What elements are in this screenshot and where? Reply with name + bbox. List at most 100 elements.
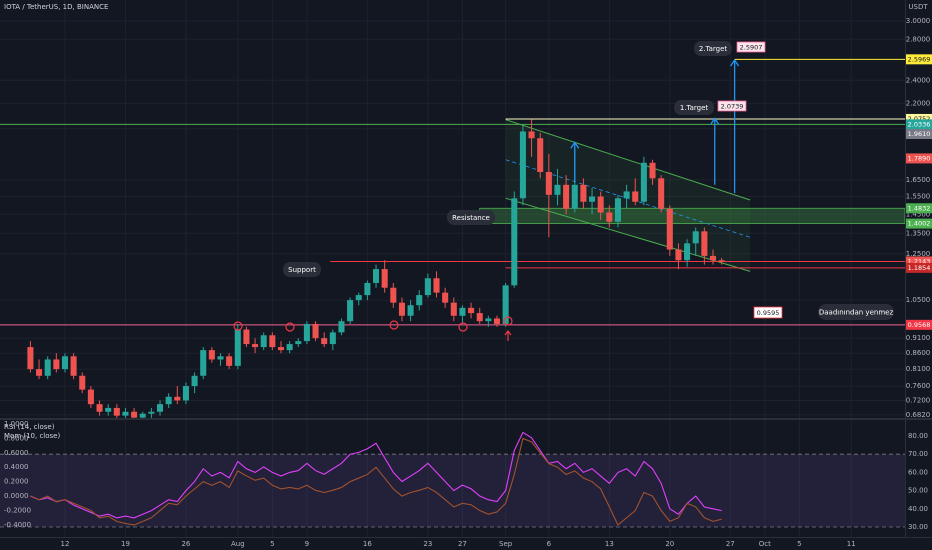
callout [818,304,894,320]
candle-body [381,269,388,288]
candle-body [148,411,155,414]
candle-body [191,375,198,387]
x-tick-label: 16 [363,540,372,548]
price-tag-text: 0.9568 [908,321,931,329]
mom-tick-label: 0.8000 [4,434,29,442]
candle-body [606,212,613,222]
candle-body [511,198,518,286]
target-arrow [710,117,720,185]
candle-body [589,196,596,202]
candle-body [433,278,440,293]
candle-body [338,321,345,333]
candle-body [61,356,69,370]
candle-body [174,396,181,401]
candle-body [485,318,492,322]
callout [283,262,321,277]
candle-body [295,341,302,345]
candle-body [312,323,319,339]
indicator-line [30,437,722,526]
mom-tick-label: 0.2000 [4,478,29,486]
support-circle [285,322,295,332]
candle-body [528,131,535,139]
candle-body [329,332,336,345]
candle-body [502,285,509,324]
candle-body [424,278,431,296]
candle-body [321,338,328,345]
candle-body [571,184,578,209]
candle-body [450,302,457,316]
price-label [717,100,747,112]
x-tick-label: 6 [547,540,552,548]
candle-body [459,307,466,316]
x-tick-label: 11 [847,540,856,548]
price-tag [906,113,932,124]
price-tag [906,319,932,330]
candle-body [701,231,708,256]
candle-body [131,411,138,418]
price-tag [906,256,932,267]
candle-body [407,305,414,316]
target-arrow [730,58,740,194]
candle-body [44,359,51,376]
candle-body [398,302,405,316]
rsi-tick-label: 60.00 [908,468,928,476]
mom-tick-label: 0.6000 [4,449,29,457]
candle-body [122,411,129,416]
rsi-tick-label: 50.00 [908,487,928,495]
y-tick-label: 2.8000 [906,35,931,43]
drawings: 2.Target 2.5907 1.Target 2.0739 Resistan… [233,41,894,341]
y-tick-label: 0.7600 [906,382,931,390]
candle-body [200,350,207,376]
currency-label: USDT [908,3,928,11]
price-tag [906,129,932,140]
y-tick-label: 1.5500 [906,193,931,201]
channel-line [505,119,751,201]
candle-body [156,404,164,412]
y-tick-label: 1.2500 [906,250,931,258]
candle-body [442,292,449,303]
candle-body [139,413,146,418]
price-tag-text: 1.1854 [908,264,931,272]
y-tick-label: 0.8600 [906,349,931,357]
y-tick-label: 2.4000 [906,76,931,84]
x-tick-label: 5 [270,540,274,548]
candle-body [260,335,267,348]
candle-body [632,191,639,202]
indicator-legend: Mom (10, close) [4,432,60,440]
candle-body [87,389,94,405]
candle-body [640,162,647,202]
candle-body [519,131,526,199]
price-tag-text: 1.9610 [908,130,931,138]
x-tick-label: Aug [231,540,245,548]
support-circle [389,320,399,330]
x-tick-label: 20 [665,540,674,548]
candle-body [563,184,570,209]
mom-tick-label: -0.2000 [4,507,31,515]
rsi-tick-label: 70.00 [908,450,928,458]
y-tick-label: 1.4500 [906,210,931,218]
candle-body [554,184,561,195]
candle-body [468,307,475,314]
mom-tick-label: -0.4000 [4,521,31,529]
candle-body [718,260,725,262]
price-label [736,41,766,53]
candle-body [675,249,682,261]
candle-body [208,350,215,360]
candle-body [476,313,483,322]
indicator-legend: RSI (14, close) [4,423,55,431]
x-tick-label: 27 [726,540,735,548]
x-tick-label: Sep [499,540,513,548]
candle-body [666,208,673,250]
candle-body [684,243,691,261]
x-tick-label: 9 [305,540,309,548]
price-tag-text: 1.7890 [908,154,931,162]
y-tick-label: 0.9100 [906,334,931,342]
callout [447,210,495,225]
price-tag-text: 1.4832 [908,204,931,212]
candle-body [493,318,501,324]
y-tick-label: 1.3500 [906,229,931,237]
support-circle [458,322,468,332]
x-tick-label: 5 [797,540,801,548]
